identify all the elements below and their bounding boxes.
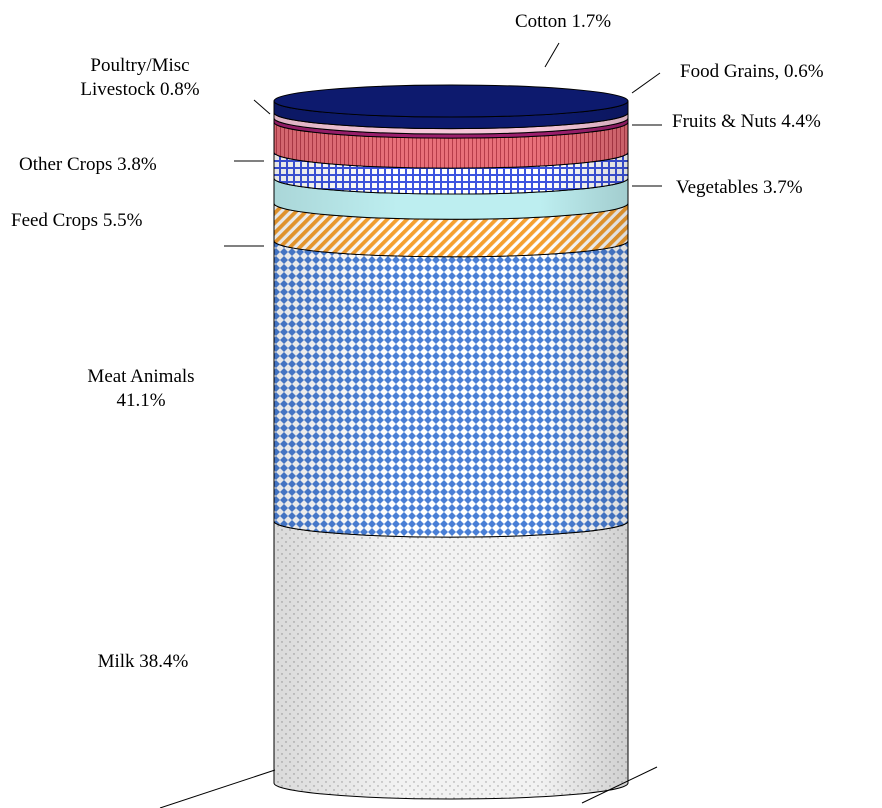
base-line-left	[159, 769, 276, 808]
label-poultry-misc-livestock: Poultry/Misc Livestock 0.8%	[80, 55, 199, 100]
base-line-right	[581, 766, 658, 804]
label-line: Fruits & Nuts 4.4%	[672, 111, 821, 132]
segment-shading	[274, 112, 628, 135]
label-line: Livestock 0.8%	[80, 79, 199, 100]
label-other-crops: Other Crops 3.8%	[19, 154, 157, 175]
label-line: Meat Animals	[87, 366, 194, 387]
segment-shading	[274, 521, 628, 799]
segment-shading	[274, 203, 628, 257]
cylinder-top-cap	[273, 84, 629, 118]
leader-line-poultry-misc-livestock	[253, 99, 271, 115]
label-line: Vegetables 3.7%	[676, 177, 803, 198]
segment-shading	[274, 178, 628, 220]
label-fruits-nuts: Fruits & Nuts 4.4%	[672, 111, 821, 132]
label-line: Food Grains, 0.6%	[680, 61, 824, 82]
label-milk: Milk 38.4%	[98, 651, 189, 672]
segment-shading	[274, 240, 628, 538]
label-cotton: Cotton 1.7%	[515, 11, 611, 32]
label-feed-crops: Feed Crops 5.5%	[11, 210, 143, 231]
label-line: Milk 38.4%	[98, 651, 189, 672]
segment-shading	[274, 122, 628, 169]
leader-line-food-grains	[631, 72, 661, 94]
segment-shading	[274, 101, 628, 129]
label-line: Cotton 1.7%	[515, 11, 611, 32]
label-vegetables: Vegetables 3.7%	[676, 177, 803, 198]
label-line: Poultry/Misc	[90, 55, 189, 76]
leader-line-cotton	[544, 42, 560, 68]
label-food-grains: Food Grains, 0.6%	[680, 61, 824, 82]
segment-shading	[274, 118, 628, 139]
segment-shading	[274, 152, 628, 195]
label-line: Other Crops 3.8%	[19, 154, 157, 175]
label-line: 41.1%	[116, 390, 165, 411]
label-meat-animals: Meat Animals 41.1%	[87, 366, 194, 411]
label-line: Feed Crops 5.5%	[11, 210, 143, 231]
